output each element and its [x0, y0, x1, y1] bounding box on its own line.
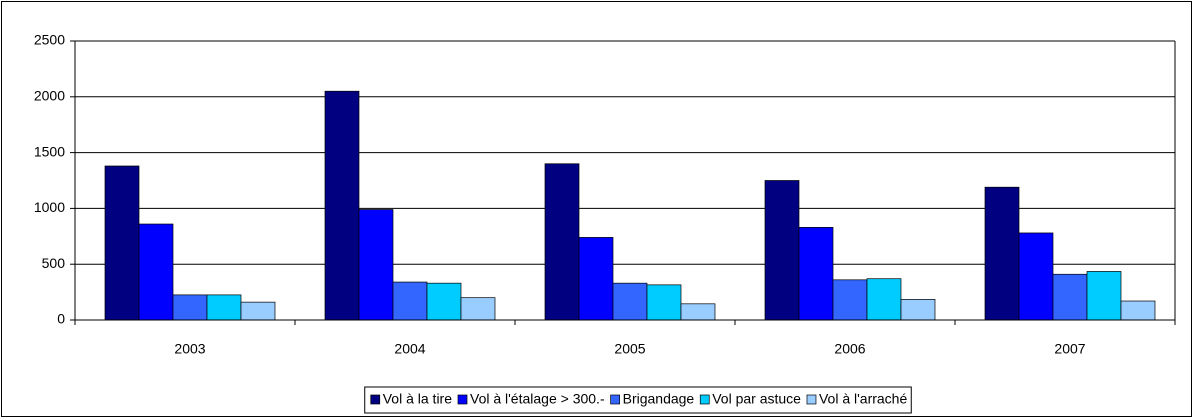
bar	[764, 180, 800, 321]
x-tick-label: 2007	[1054, 341, 1085, 357]
bar	[680, 303, 716, 321]
bar	[172, 294, 208, 321]
legend-box	[364, 386, 912, 414]
y-tick-label: 500	[42, 255, 66, 271]
y-tick-label: 2500	[34, 32, 65, 48]
y-tick-label: 1500	[34, 143, 65, 159]
y-tick-label: 0	[57, 311, 65, 327]
bar	[646, 284, 682, 321]
bar	[240, 301, 276, 321]
bar	[832, 279, 868, 321]
x-tick-label: 2005	[614, 341, 645, 357]
bar	[612, 282, 648, 321]
bar	[392, 281, 428, 321]
bar	[866, 278, 902, 321]
legend-marker	[610, 394, 620, 405]
bar	[1052, 273, 1088, 321]
legend-label: Vol par astuce	[712, 391, 801, 407]
bar	[358, 209, 394, 321]
y-tick-label: 1000	[34, 199, 65, 215]
legend-marker	[806, 394, 817, 405]
legend-label: Vol à l'étalage > 300.-	[470, 391, 605, 407]
bar	[426, 282, 462, 321]
bar	[544, 163, 580, 321]
bar	[324, 90, 360, 321]
legend-marker	[370, 394, 381, 405]
bar	[460, 297, 496, 321]
bar	[798, 227, 834, 321]
bar	[1120, 300, 1156, 321]
legend-marker	[457, 394, 468, 405]
bar	[138, 223, 174, 321]
bar	[578, 237, 614, 321]
x-tick-label: 2004	[394, 341, 425, 357]
x-tick-label: 2006	[834, 341, 865, 357]
bar	[900, 299, 936, 321]
legend-label: Brigandage	[623, 391, 695, 407]
bar	[1018, 232, 1054, 321]
y-tick-label: 2000	[34, 88, 65, 104]
legend-marker	[699, 394, 710, 405]
bar	[984, 186, 1020, 321]
bar	[206, 294, 242, 321]
legend-label: Vol à la tire	[383, 391, 452, 407]
x-tick-label: 2003	[174, 341, 205, 357]
bar	[104, 165, 140, 321]
bar	[1086, 271, 1122, 321]
legend-label: Vol à l'arraché	[819, 391, 907, 407]
